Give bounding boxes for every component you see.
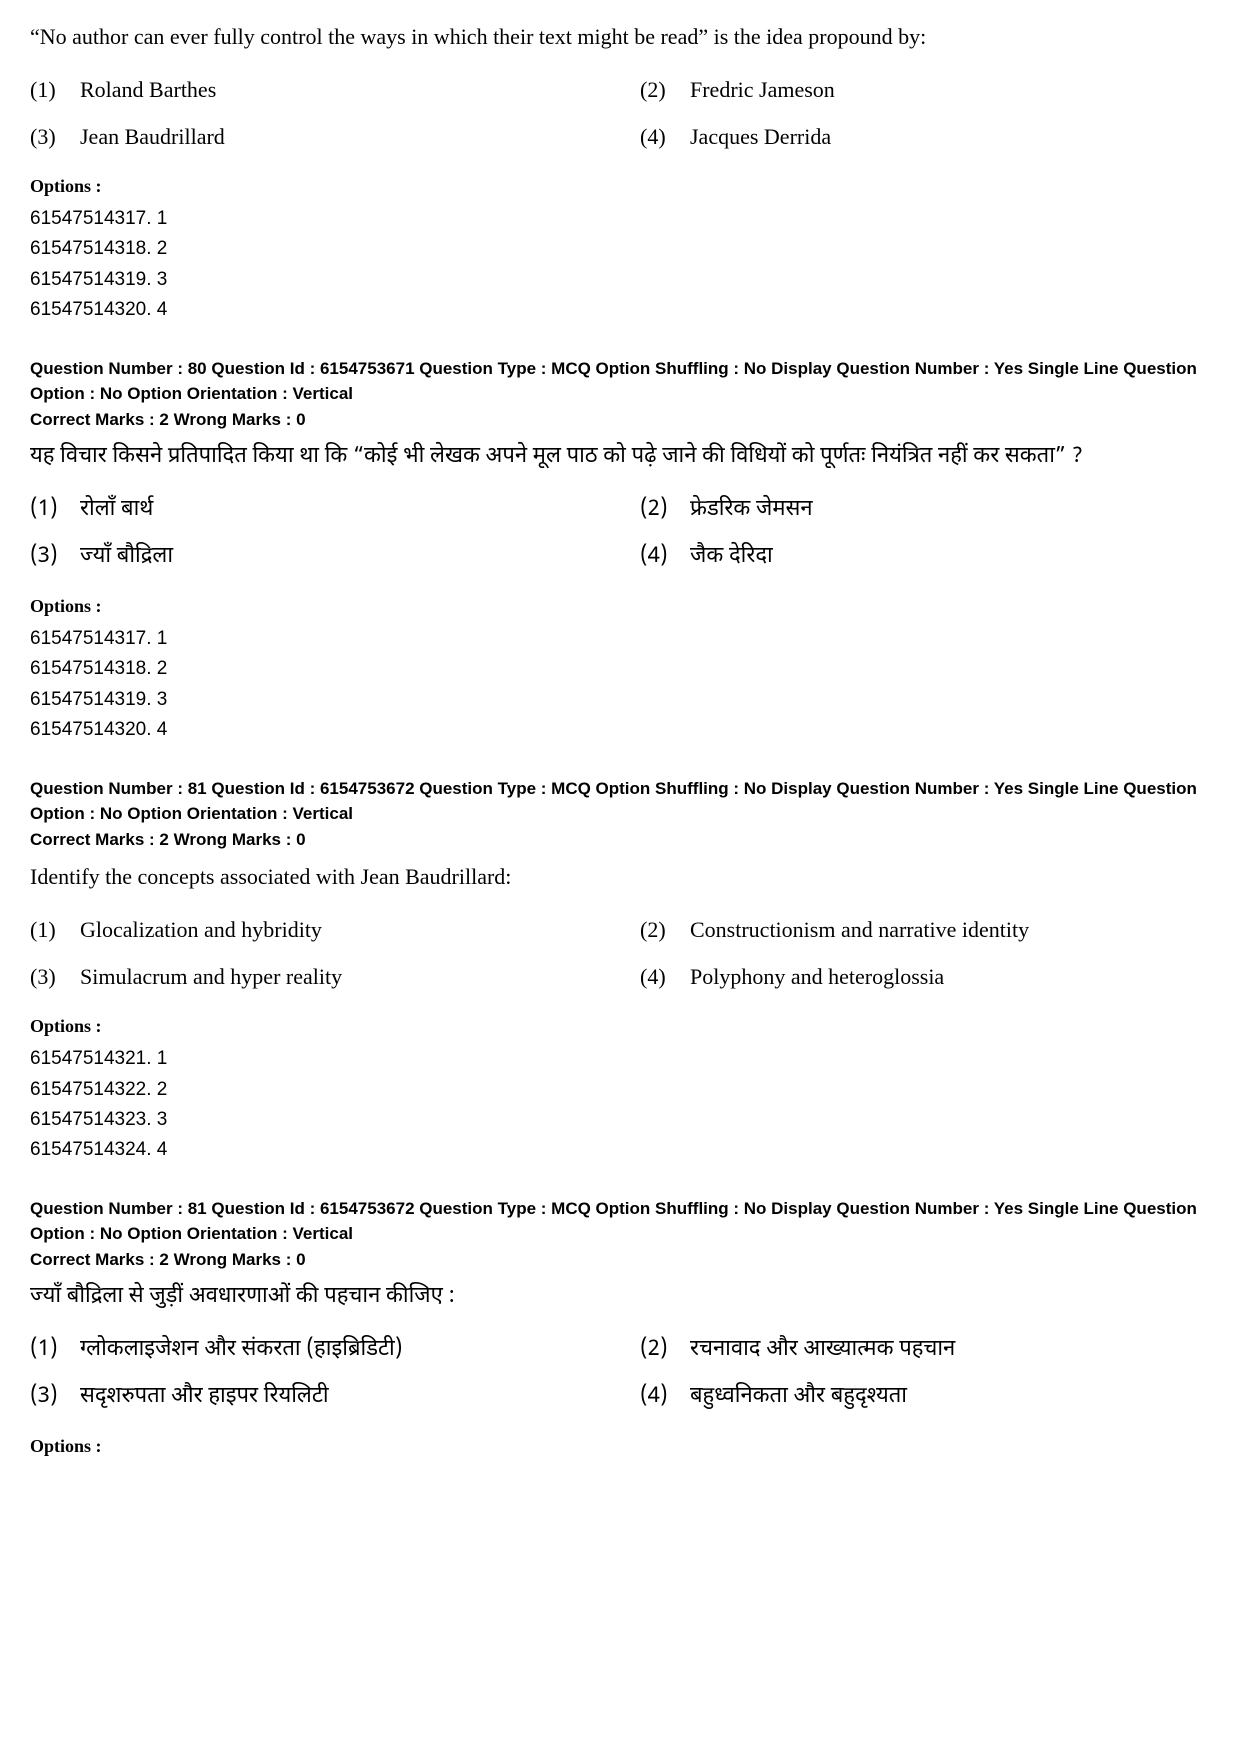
option-line: 61547514319. 3 bbox=[30, 265, 1210, 295]
choice-4: (4)जैक देरिदा bbox=[640, 540, 1210, 573]
option-line: 61547514319. 3 bbox=[30, 685, 1210, 715]
choice-text: बहुध्वनिकता और बहुदृश्यता bbox=[690, 1380, 1210, 1413]
option-line: 61547514318. 2 bbox=[30, 654, 1210, 684]
choice-text: Roland Barthes bbox=[80, 73, 600, 106]
choice-4: (4)Polyphony and heteroglossia bbox=[640, 960, 1210, 993]
option-line: 61547514318. 2 bbox=[30, 234, 1210, 264]
options-label: Options : bbox=[30, 1013, 1210, 1040]
choice-num: (2) bbox=[640, 493, 690, 526]
choice-1: (1)रोलाँ बार्थ bbox=[30, 493, 600, 526]
choice-1: (1)Roland Barthes bbox=[30, 73, 600, 106]
choice-text: जैक देरिदा bbox=[690, 540, 1210, 573]
option-line: 61547514324. 4 bbox=[30, 1135, 1210, 1165]
choices: (1)Glocalization and hybridity (2)Constr… bbox=[30, 913, 1210, 993]
option-line: 61547514320. 4 bbox=[30, 715, 1210, 745]
choices: (1)ग्लोकलाइजेशन और संकरता (हाइब्रिडिटी) … bbox=[30, 1333, 1210, 1413]
option-line: 61547514323. 3 bbox=[30, 1105, 1210, 1135]
option-line: 61547514317. 1 bbox=[30, 204, 1210, 234]
choice-num: (4) bbox=[640, 1380, 690, 1413]
choice-1: (1)ग्लोकलाइजेशन और संकरता (हाइब्रिडिटी) bbox=[30, 1333, 600, 1366]
question-text: Identify the concepts associated with Je… bbox=[30, 860, 1210, 893]
choice-2: (2)फ्रेडरिक जेमसन bbox=[640, 493, 1210, 526]
choice-text: Constructionism and narrative identity bbox=[690, 913, 1210, 946]
option-line: 61547514320. 4 bbox=[30, 295, 1210, 325]
question-block-81-hi: ज्याँ बौद्रिला से जुड़ीं अवधारणाओं की पह… bbox=[30, 1280, 1210, 1460]
question-meta-81: Question Number : 81 Question Id : 61547… bbox=[30, 776, 1210, 827]
choice-num: (3) bbox=[30, 120, 80, 153]
choice-4: (4)Jacques Derrida bbox=[640, 120, 1210, 153]
option-line: 61547514317. 1 bbox=[30, 624, 1210, 654]
choice-num: (1) bbox=[30, 73, 80, 106]
choice-text: Fredric Jameson bbox=[690, 73, 1210, 106]
choice-text: फ्रेडरिक जेमसन bbox=[690, 493, 1210, 526]
choice-2: (2)Fredric Jameson bbox=[640, 73, 1210, 106]
choice-4: (4)बहुध्वनिकता और बहुदृश्यता bbox=[640, 1380, 1210, 1413]
choice-1: (1)Glocalization and hybridity bbox=[30, 913, 600, 946]
choice-3: (3)ज्याँ बौद्रिला bbox=[30, 540, 600, 573]
question-text: यह विचार किसने प्रतिपादित किया था कि “को… bbox=[30, 440, 1210, 473]
choice-text: Simulacrum and hyper reality bbox=[80, 960, 600, 993]
question-text: ज्याँ बौद्रिला से जुड़ीं अवधारणाओं की पह… bbox=[30, 1280, 1210, 1313]
choice-num: (4) bbox=[640, 540, 690, 573]
choice-num: (3) bbox=[30, 1380, 80, 1413]
question-block-81-en: Identify the concepts associated with Je… bbox=[30, 860, 1210, 1166]
choice-num: (2) bbox=[640, 1333, 690, 1366]
question-marks-81: Correct Marks : 2 Wrong Marks : 0 bbox=[30, 827, 1210, 853]
choice-3: (3)Simulacrum and hyper reality bbox=[30, 960, 600, 993]
choice-num: (4) bbox=[640, 120, 690, 153]
choice-text: सदृशरुपता और हाइपर रियलिटी bbox=[80, 1380, 600, 1413]
choice-text: ग्लोकलाइजेशन और संकरता (हाइब्रिडिटी) bbox=[80, 1333, 600, 1366]
choice-3: (3)Jean Baudrillard bbox=[30, 120, 600, 153]
choice-2: (2)रचनावाद और आख्यात्मक पहचान bbox=[640, 1333, 1210, 1366]
choice-3: (3)सदृशरुपता और हाइपर रियलिटी bbox=[30, 1380, 600, 1413]
question-block-79-en: “No author can ever fully control the wa… bbox=[30, 20, 1210, 326]
choice-text: Glocalization and hybridity bbox=[80, 913, 600, 946]
question-block-80-hi: यह विचार किसने प्रतिपादित किया था कि “को… bbox=[30, 440, 1210, 746]
choice-text: रोलाँ बार्थ bbox=[80, 493, 600, 526]
option-line: 61547514321. 1 bbox=[30, 1044, 1210, 1074]
choice-num: (3) bbox=[30, 540, 80, 573]
choice-num: (2) bbox=[640, 913, 690, 946]
choice-2: (2)Constructionism and narrative identit… bbox=[640, 913, 1210, 946]
question-meta-81b: Question Number : 81 Question Id : 61547… bbox=[30, 1196, 1210, 1247]
question-marks-80: Correct Marks : 2 Wrong Marks : 0 bbox=[30, 407, 1210, 433]
question-text: “No author can ever fully control the wa… bbox=[30, 20, 1210, 53]
question-marks-81b: Correct Marks : 2 Wrong Marks : 0 bbox=[30, 1247, 1210, 1273]
options-label: Options : bbox=[30, 173, 1210, 200]
choice-text: Polyphony and heteroglossia bbox=[690, 960, 1210, 993]
option-line: 61547514322. 2 bbox=[30, 1075, 1210, 1105]
options-label: Options : bbox=[30, 1433, 1210, 1460]
options-label: Options : bbox=[30, 593, 1210, 620]
choice-num: (2) bbox=[640, 73, 690, 106]
choice-num: (4) bbox=[640, 960, 690, 993]
choices: (1)Roland Barthes (2)Fredric Jameson (3)… bbox=[30, 73, 1210, 153]
choice-text: Jean Baudrillard bbox=[80, 120, 600, 153]
choice-text: रचनावाद और आख्यात्मक पहचान bbox=[690, 1333, 1210, 1366]
choices: (1)रोलाँ बार्थ (2)फ्रेडरिक जेमसन (3)ज्या… bbox=[30, 493, 1210, 573]
choice-num: (1) bbox=[30, 493, 80, 526]
choice-num: (1) bbox=[30, 1333, 80, 1366]
choice-text: ज्याँ बौद्रिला bbox=[80, 540, 600, 573]
choice-num: (1) bbox=[30, 913, 80, 946]
question-meta-80: Question Number : 80 Question Id : 61547… bbox=[30, 356, 1210, 407]
choice-num: (3) bbox=[30, 960, 80, 993]
choice-text: Jacques Derrida bbox=[690, 120, 1210, 153]
